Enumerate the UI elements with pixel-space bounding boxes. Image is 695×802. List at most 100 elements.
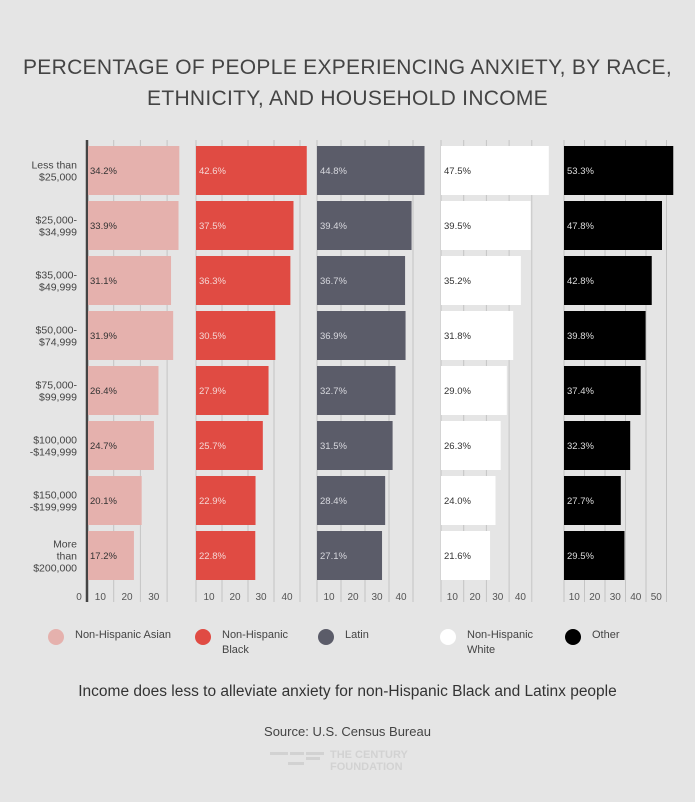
- tick-label: 30: [148, 592, 160, 603]
- tick-label: 10: [569, 592, 581, 603]
- chart-plot: Less than$25,000$25,000-$34,999$35,000-$…: [30, 140, 674, 603]
- bar: [88, 421, 154, 470]
- category-label: $49,999: [39, 282, 77, 294]
- legend-label-line: Non-Hispanic Asian: [75, 629, 171, 641]
- bar: [88, 201, 179, 250]
- legend-label: Non-Hispanic Black: [222, 628, 288, 658]
- category-label: More: [53, 539, 77, 551]
- bar: [441, 421, 501, 470]
- legend-label-line: Non-Hispanic: [222, 629, 289, 641]
- legend-label-line: Latin: [345, 629, 369, 641]
- title-line: PERCENTAGE OF PEOPLE EXPERIENCING ANXIET…: [23, 56, 672, 79]
- category-label: $150,000: [33, 490, 77, 502]
- century-foundation-logo: THE CENTURY FOUNDATION: [270, 748, 430, 778]
- bar: [317, 201, 412, 250]
- tick-label: 40: [630, 592, 642, 603]
- tick-label: 10: [203, 592, 215, 603]
- bar: [88, 311, 174, 360]
- bar: [317, 531, 383, 580]
- data-label: 39.8%: [567, 331, 594, 342]
- bar: [564, 531, 625, 580]
- bar: [564, 366, 641, 415]
- data-label: 37.5%: [199, 221, 226, 232]
- category-label: -$199,999: [30, 502, 77, 514]
- legend-swatch: [565, 629, 581, 645]
- bar: [196, 256, 291, 305]
- tick-label: 30: [492, 592, 504, 603]
- data-label: 42.8%: [567, 276, 594, 287]
- bar: [317, 476, 386, 525]
- data-label: 36.3%: [199, 276, 226, 287]
- data-label: 26.4%: [90, 386, 117, 397]
- bar: [441, 146, 549, 195]
- bar: [441, 366, 507, 415]
- data-label: 21.6%: [444, 551, 471, 562]
- tick-label: 20: [589, 592, 601, 603]
- tick-label: 10: [447, 592, 459, 603]
- data-label: 30.5%: [199, 331, 226, 342]
- bar: [196, 421, 263, 470]
- category-label: $200,000: [33, 563, 77, 575]
- data-label: 27.9%: [199, 386, 226, 397]
- data-label: 28.4%: [320, 496, 347, 507]
- legend-swatch: [48, 629, 64, 645]
- data-label: 22.8%: [199, 551, 226, 562]
- legend-swatch: [440, 629, 456, 645]
- tick-label: 30: [610, 592, 622, 603]
- bar: [196, 311, 276, 360]
- category-label: $25,000: [39, 172, 77, 184]
- data-label: 31.5%: [320, 441, 347, 452]
- legend-label-line: Other: [592, 629, 620, 641]
- tick-label: 20: [347, 592, 359, 603]
- legend-swatch: [318, 629, 334, 645]
- legend-label-line: Black: [222, 644, 249, 656]
- bar: [564, 146, 674, 195]
- tick-label: 10: [95, 592, 107, 603]
- bar: [88, 476, 142, 525]
- bar: [441, 256, 521, 305]
- chart-title: PERCENTAGE OF PEOPLE EXPERIENCING ANXIET…: [0, 52, 695, 114]
- data-label: 33.9%: [90, 221, 117, 232]
- data-label: 29.5%: [567, 551, 594, 562]
- data-label: 31.8%: [444, 331, 471, 342]
- bar: [196, 531, 256, 580]
- logo-text-line: FOUNDATION: [330, 761, 403, 773]
- data-label: 47.8%: [567, 221, 594, 232]
- category-label: $75,000-: [36, 380, 78, 392]
- category-label: than: [57, 551, 78, 563]
- data-label: 29.0%: [444, 386, 471, 397]
- tick-label: 30: [371, 592, 383, 603]
- bar: [564, 421, 631, 470]
- tick-label: 40: [515, 592, 527, 603]
- bar: [317, 256, 406, 305]
- legend-label-line: Non-Hispanic: [467, 629, 534, 641]
- data-label: 35.2%: [444, 276, 471, 287]
- category-label: $74,999: [39, 337, 77, 349]
- data-label: 25.7%: [199, 441, 226, 452]
- bar: [88, 366, 159, 415]
- bar: [88, 146, 180, 195]
- data-label: 53.3%: [567, 166, 594, 177]
- bar: [317, 146, 425, 195]
- tick-label: 30: [255, 592, 267, 603]
- data-label: 36.9%: [320, 331, 347, 342]
- data-label: 24.0%: [444, 496, 471, 507]
- category-label: $35,000-: [36, 270, 78, 282]
- bar: [441, 201, 531, 250]
- tick-label: 10: [323, 592, 335, 603]
- bar: [196, 366, 269, 415]
- category-label: $99,999: [39, 392, 77, 404]
- data-label: 31.9%: [90, 331, 117, 342]
- tick-label: 40: [395, 592, 407, 603]
- tick-label: 50: [651, 592, 663, 603]
- data-label: 31.1%: [90, 276, 117, 287]
- bar: [564, 311, 646, 360]
- data-label: 44.8%: [320, 166, 347, 177]
- legend-swatch: [195, 629, 211, 645]
- bar: [196, 201, 294, 250]
- bar: [88, 531, 134, 580]
- legend-label: Latin: [345, 628, 369, 643]
- data-label: 24.7%: [90, 441, 117, 452]
- tick-label: 20: [229, 592, 241, 603]
